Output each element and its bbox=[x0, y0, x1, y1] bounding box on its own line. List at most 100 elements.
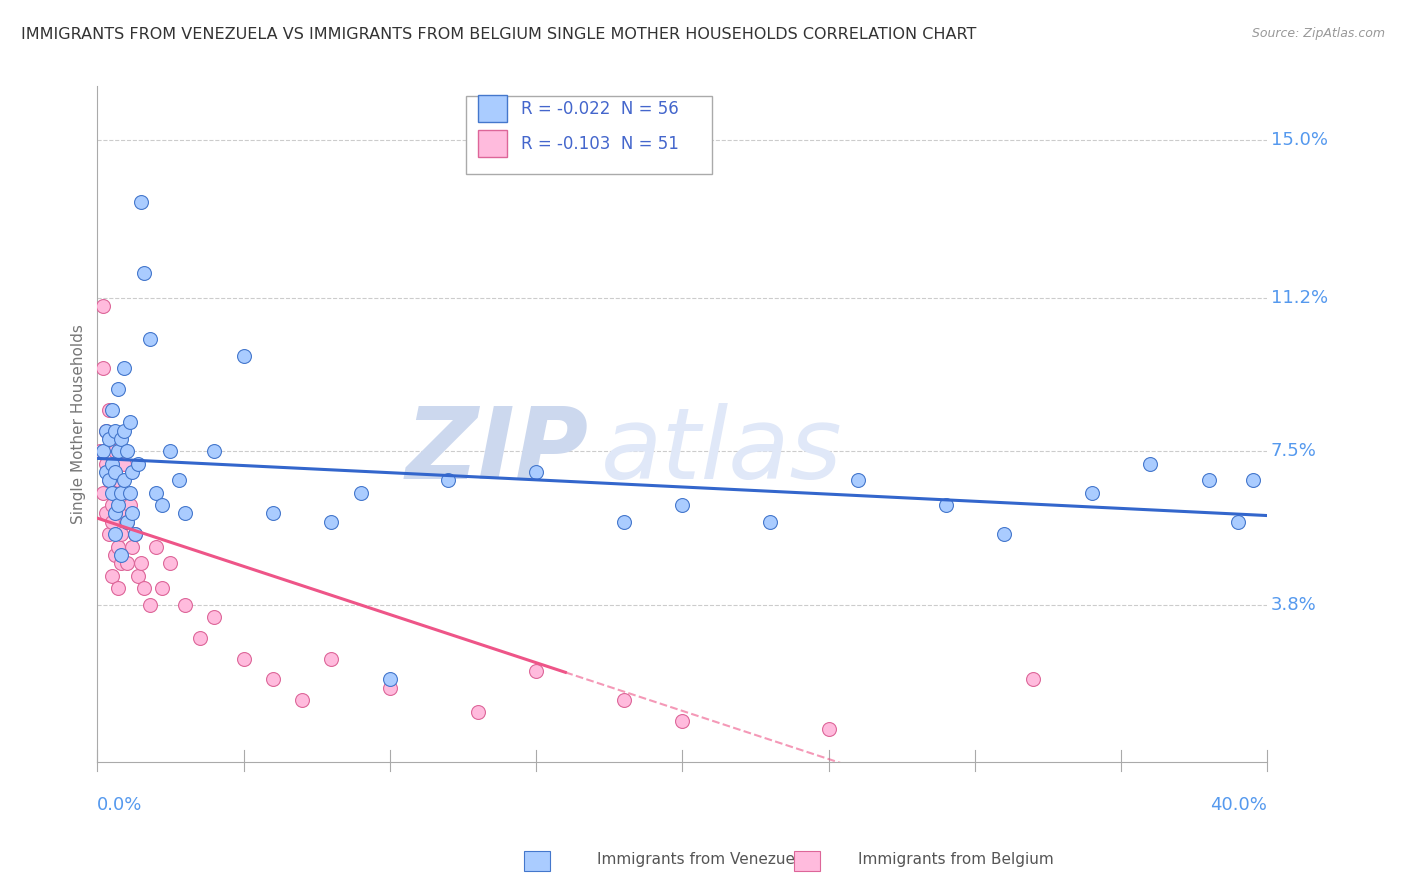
Point bbox=[524, 465, 547, 479]
Point bbox=[94, 424, 117, 438]
Point bbox=[437, 473, 460, 487]
Point bbox=[112, 473, 135, 487]
FancyBboxPatch shape bbox=[478, 130, 506, 157]
Point bbox=[110, 548, 132, 562]
Point bbox=[115, 515, 138, 529]
Point bbox=[115, 444, 138, 458]
Text: 11.2%: 11.2% bbox=[1271, 289, 1329, 307]
Point bbox=[110, 556, 132, 570]
Point bbox=[145, 540, 167, 554]
Point bbox=[104, 507, 127, 521]
Point bbox=[101, 485, 124, 500]
FancyBboxPatch shape bbox=[465, 96, 711, 174]
Point bbox=[671, 714, 693, 728]
Text: 0.0%: 0.0% bbox=[97, 796, 143, 814]
Point bbox=[159, 444, 181, 458]
Point bbox=[91, 444, 114, 458]
Point bbox=[1241, 473, 1264, 487]
Point bbox=[115, 515, 138, 529]
Point bbox=[321, 515, 343, 529]
Point bbox=[124, 527, 146, 541]
Text: Source: ZipAtlas.com: Source: ZipAtlas.com bbox=[1251, 27, 1385, 40]
Point bbox=[110, 527, 132, 541]
Point bbox=[101, 465, 124, 479]
Point bbox=[91, 361, 114, 376]
Point bbox=[127, 457, 149, 471]
Text: Immigrants from Venezuela: Immigrants from Venezuela bbox=[598, 852, 808, 867]
Point bbox=[98, 402, 121, 417]
Point bbox=[89, 444, 111, 458]
Point bbox=[107, 498, 129, 512]
Point bbox=[349, 485, 371, 500]
Point bbox=[112, 424, 135, 438]
FancyBboxPatch shape bbox=[478, 95, 506, 122]
Point bbox=[134, 581, 156, 595]
Point bbox=[1139, 457, 1161, 471]
Point bbox=[262, 673, 284, 687]
Point bbox=[262, 507, 284, 521]
Point bbox=[232, 349, 254, 363]
Point bbox=[993, 527, 1015, 541]
Point bbox=[613, 515, 636, 529]
Text: R = -0.103  N = 51: R = -0.103 N = 51 bbox=[520, 135, 679, 153]
Point bbox=[115, 556, 138, 570]
Point bbox=[935, 498, 957, 512]
Text: IMMIGRANTS FROM VENEZUELA VS IMMIGRANTS FROM BELGIUM SINGLE MOTHER HOUSEHOLDS CO: IMMIGRANTS FROM VENEZUELA VS IMMIGRANTS … bbox=[21, 27, 976, 42]
Text: 15.0%: 15.0% bbox=[1271, 131, 1327, 149]
Point bbox=[174, 598, 197, 612]
Point bbox=[846, 473, 869, 487]
Point bbox=[202, 610, 225, 624]
Point bbox=[101, 515, 124, 529]
Point bbox=[159, 556, 181, 570]
Text: ZIP: ZIP bbox=[406, 403, 589, 500]
Point bbox=[101, 402, 124, 417]
Point bbox=[124, 527, 146, 541]
Text: 40.0%: 40.0% bbox=[1211, 796, 1267, 814]
Point bbox=[129, 195, 152, 210]
Text: Immigrants from Belgium: Immigrants from Belgium bbox=[858, 852, 1054, 867]
Point bbox=[112, 457, 135, 471]
Point bbox=[467, 706, 489, 720]
Point bbox=[91, 299, 114, 313]
Point bbox=[378, 673, 401, 687]
Text: R = -0.022  N = 56: R = -0.022 N = 56 bbox=[520, 100, 679, 118]
Point bbox=[121, 507, 143, 521]
Point bbox=[118, 485, 141, 500]
Point bbox=[118, 498, 141, 512]
Point bbox=[150, 498, 173, 512]
Point bbox=[121, 540, 143, 554]
Point bbox=[232, 651, 254, 665]
Point bbox=[759, 515, 782, 529]
Point bbox=[121, 465, 143, 479]
Point bbox=[150, 581, 173, 595]
Point bbox=[94, 465, 117, 479]
Point bbox=[1081, 485, 1104, 500]
Point bbox=[134, 266, 156, 280]
Point bbox=[139, 332, 162, 346]
Point bbox=[524, 664, 547, 678]
Point bbox=[817, 722, 839, 736]
Point bbox=[188, 631, 211, 645]
Point bbox=[104, 548, 127, 562]
Point bbox=[112, 507, 135, 521]
Point bbox=[98, 527, 121, 541]
Point bbox=[101, 498, 124, 512]
Point bbox=[98, 432, 121, 446]
Point bbox=[1022, 673, 1045, 687]
Point bbox=[94, 507, 117, 521]
Point bbox=[118, 415, 141, 429]
Point bbox=[107, 581, 129, 595]
Point bbox=[291, 693, 314, 707]
Point bbox=[91, 485, 114, 500]
Point bbox=[104, 465, 127, 479]
Point bbox=[174, 507, 197, 521]
Point bbox=[104, 527, 127, 541]
Y-axis label: Single Mother Households: Single Mother Households bbox=[72, 325, 86, 524]
Point bbox=[127, 568, 149, 582]
Point bbox=[1227, 515, 1250, 529]
Point bbox=[94, 457, 117, 471]
Text: 7.5%: 7.5% bbox=[1271, 442, 1317, 460]
Point bbox=[101, 568, 124, 582]
Point bbox=[145, 485, 167, 500]
Point bbox=[104, 424, 127, 438]
